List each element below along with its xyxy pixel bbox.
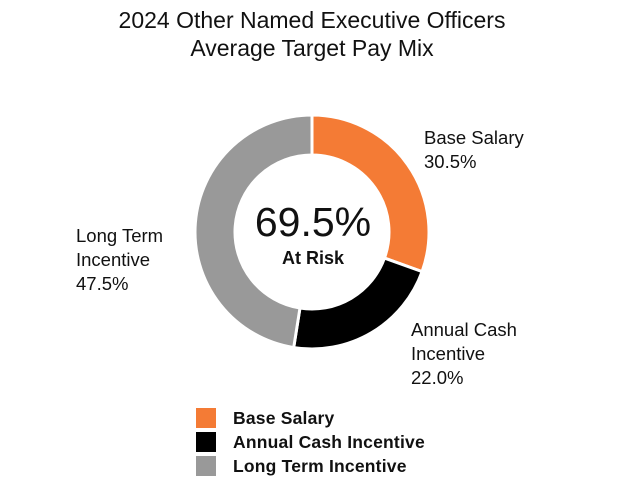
donut-center-label: At Risk [281,248,344,268]
slice-label-annual-cash-incentive-name-1: Annual Cash [411,319,517,340]
slice-label-annual-cash-incentive-value: 22.0% [411,367,464,388]
legend-item-annual-cash-incentive: Annual Cash Incentive [196,430,425,454]
legend-item-base-salary: Base Salary [196,406,425,430]
slice-label-long-term-incentive-name-1: Long Term [76,225,164,246]
legend-label-base-salary: Base Salary [233,407,335,428]
slice-label-base-salary-name: Base Salary [424,127,524,148]
legend-swatch-annual-cash-incentive [196,432,216,452]
donut-slice-long-term-incentive [193,113,314,350]
legend-label-long-term-incentive: Long Term Incentive [233,455,407,476]
slice-label-long-term-incentive-name-2: Incentive [76,249,151,270]
slice-label-long-term-incentive: Long Term Incentive 47.5% [76,224,163,296]
slice-label-annual-cash-incentive-name-2: Incentive [411,343,486,364]
slice-label-base-salary-value: 30.5% [424,151,477,172]
donut-slice-annual-cash-incentive [291,256,425,351]
chart-title-line-1: 2024 Other Named Executive Officers [118,7,506,33]
slice-label-base-salary: Base Salary 30.5% [424,126,524,174]
donut-center-value: 69.5% [254,199,372,245]
legend-label-annual-cash-incentive: Annual Cash Incentive [233,431,425,452]
slice-label-annual-cash-incentive: Annual Cash Incentive 22.0% [411,318,517,390]
legend-swatch-base-salary [196,408,216,428]
chart-title-line-2: Average Target Pay Mix [190,35,434,61]
legend-swatch-long-term-incentive [196,456,216,476]
slice-label-long-term-incentive-value: 47.5% [76,273,129,294]
chart-legend: Base Salary Annual Cash Incentive Long T… [196,406,425,478]
legend-item-long-term-incentive: Long Term Incentive [196,454,425,478]
